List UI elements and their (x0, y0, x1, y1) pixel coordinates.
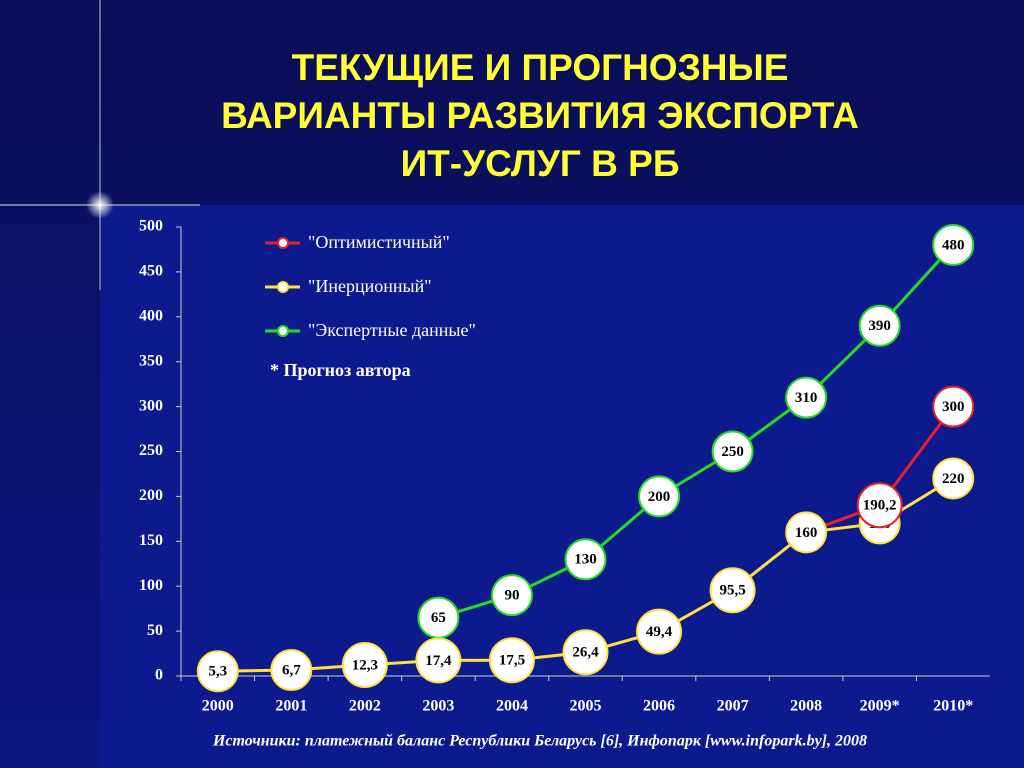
data-label: 90 (504, 588, 519, 604)
data-point (785, 376, 828, 419)
data-point (196, 650, 239, 693)
data-point (638, 475, 681, 518)
data-point (564, 538, 607, 581)
y-tick-label: 250 (139, 442, 163, 459)
data-label: 190,2 (863, 498, 897, 514)
data-label: 65 (431, 610, 446, 626)
data-label: 5,3 (208, 664, 227, 680)
legend-label: "Оптимистичный" (308, 232, 450, 252)
data-point (932, 223, 975, 266)
annotation: * Прогноз автора (270, 360, 411, 380)
data-label: 250 (721, 444, 744, 460)
data-point (785, 511, 828, 554)
data-point (932, 457, 975, 500)
title-line: ТЕКУЩИЕ И ПРОГНОЗНЫЕ (292, 47, 789, 88)
x-tick-label: 2000 (202, 698, 234, 715)
y-tick-label: 0 (155, 667, 163, 684)
legend-marker (277, 237, 289, 249)
title-line: ВАРИАНТЫ РАЗВИТИЯ ЭКСПОРТА (221, 95, 859, 136)
y-tick-label: 400 (139, 307, 163, 324)
data-label: 300 (942, 399, 965, 415)
y-tick-label: 50 (147, 622, 163, 639)
x-tick-label: 2004 (496, 698, 528, 715)
x-tick-label: 2002 (349, 698, 381, 715)
title-line: ИТ-УСЛУГ В РБ (401, 143, 680, 184)
data-point (711, 430, 754, 473)
data-point (488, 637, 535, 684)
data-point (636, 608, 683, 655)
data-point (270, 648, 313, 691)
y-tick-label: 450 (139, 263, 163, 280)
x-tick-label: 2001 (275, 698, 307, 715)
data-label: 49,4 (646, 624, 673, 640)
x-tick-label: 2009* (860, 698, 900, 715)
data-point (856, 482, 903, 529)
x-tick-label: 2007 (717, 698, 749, 715)
x-tick-label: 2008 (790, 698, 822, 715)
data-point (490, 574, 533, 617)
x-tick-label: 2006 (643, 698, 675, 715)
data-label: 310 (795, 390, 818, 406)
data-point (932, 385, 975, 428)
data-label: 17,5 (499, 653, 525, 669)
y-tick-label: 100 (139, 577, 163, 594)
data-point (415, 637, 462, 684)
legend-marker (277, 325, 289, 337)
legend-label: "Инерционный" (308, 276, 432, 296)
data-point (562, 629, 609, 676)
data-label: 6,7 (282, 662, 301, 678)
data-label: 390 (868, 318, 891, 334)
y-tick-label: 350 (139, 352, 163, 369)
data-label: 95,5 (719, 583, 745, 599)
y-tick-label: 500 (139, 218, 163, 235)
source: Источники: платежный баланс Республики Б… (212, 733, 867, 750)
data-point (858, 304, 901, 347)
y-tick-label: 150 (139, 532, 163, 549)
y-tick-label: 200 (139, 487, 163, 504)
data-label: 480 (942, 237, 965, 253)
legend-marker (277, 281, 289, 293)
data-label: 12,3 (352, 657, 378, 673)
data-label: 17,4 (425, 653, 452, 669)
legend-label: "Экспертные данные" (308, 320, 476, 340)
y-tick-label: 300 (139, 397, 163, 414)
x-tick-label: 2005 (570, 698, 602, 715)
data-label: 160 (795, 525, 818, 541)
sparkle (86, 191, 114, 219)
data-point (341, 641, 388, 688)
data-label: 200 (648, 489, 671, 505)
x-tick-label: 2010* (933, 698, 973, 715)
data-label: 26,4 (572, 645, 599, 661)
data-label: 130 (574, 552, 597, 568)
x-tick-label: 2003 (422, 698, 454, 715)
data-point (709, 567, 756, 614)
data-label: 220 (942, 471, 965, 487)
